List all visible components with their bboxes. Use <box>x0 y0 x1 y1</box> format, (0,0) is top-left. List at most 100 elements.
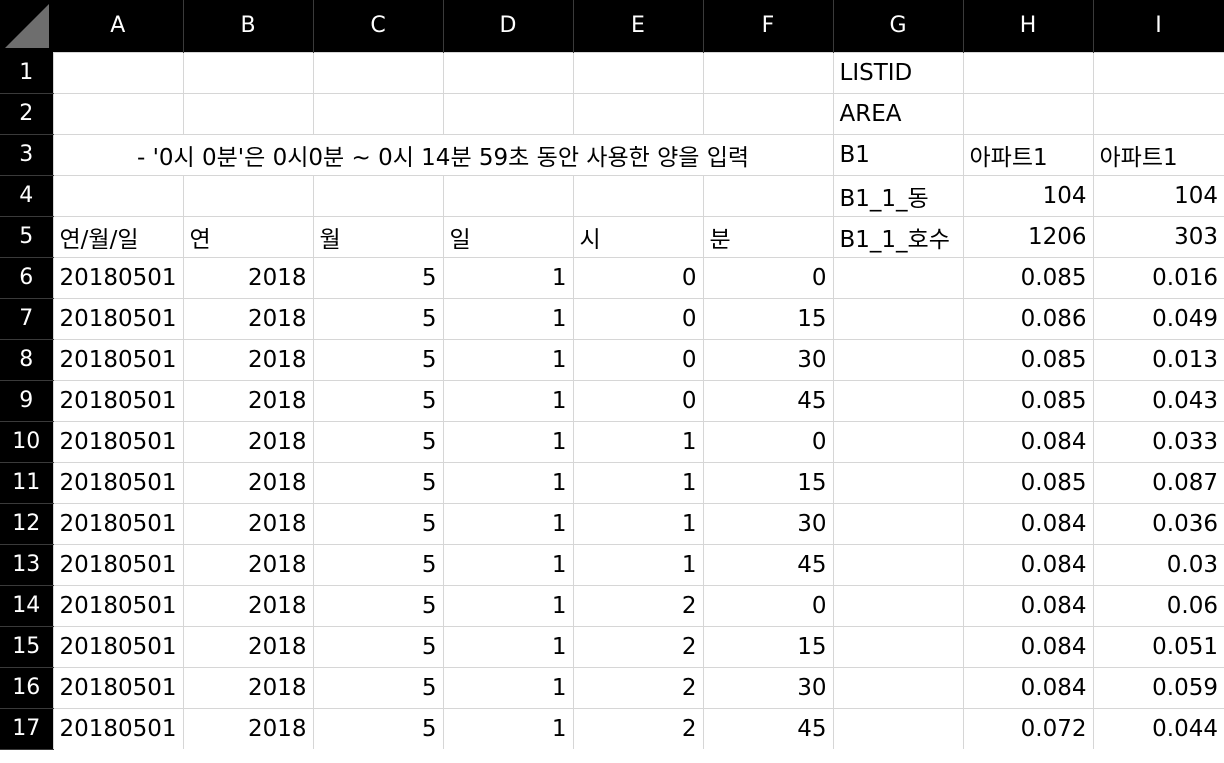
cell-h3[interactable]: 아파트1 <box>962 133 1094 176</box>
cell-e5[interactable]: 시 <box>572 215 704 258</box>
cell-d5[interactable]: 일 <box>442 215 574 258</box>
row-header-12[interactable]: 12 <box>0 503 53 545</box>
cell-e4[interactable] <box>572 174 704 217</box>
cell-a8[interactable]: 20180501 <box>52 338 184 381</box>
cell-d8[interactable]: 1 <box>442 338 574 381</box>
cell-i9[interactable]: 0.043 <box>1092 379 1224 422</box>
cell-i5[interactable]: 303 <box>1092 215 1224 258</box>
cell-e1[interactable] <box>572 51 704 94</box>
cell-d17[interactable]: 1 <box>442 707 574 749</box>
cell-a2[interactable] <box>52 92 184 135</box>
cell-e16[interactable]: 2 <box>572 666 704 709</box>
cell-i12[interactable]: 0.036 <box>1092 502 1224 545</box>
cell-f13[interactable]: 45 <box>702 543 834 586</box>
cell-a7[interactable]: 20180501 <box>52 297 184 340</box>
cell-c4[interactable] <box>312 174 444 217</box>
cell-h16[interactable]: 0.084 <box>962 666 1094 709</box>
cell-c13[interactable]: 5 <box>312 543 444 586</box>
cell-d2[interactable] <box>442 92 574 135</box>
cell-a6[interactable]: 20180501 <box>52 256 184 299</box>
cell-h2[interactable] <box>962 92 1094 135</box>
cell-f5[interactable]: 분 <box>702 215 834 258</box>
cell-h7[interactable]: 0.086 <box>962 297 1094 340</box>
cell-f17[interactable]: 45 <box>702 707 834 749</box>
cell-d11[interactable]: 1 <box>442 461 574 504</box>
cell-c8[interactable]: 5 <box>312 338 444 381</box>
cell-h15[interactable]: 0.084 <box>962 625 1094 668</box>
row-header-10[interactable]: 10 <box>0 421 53 463</box>
row-header-9[interactable]: 9 <box>0 380 53 422</box>
cell-b16[interactable]: 2018 <box>182 666 314 709</box>
cell-b17[interactable]: 2018 <box>182 707 314 749</box>
cell-i3[interactable]: 아파트1 <box>1092 133 1224 176</box>
row-header-8[interactable]: 8 <box>0 339 53 381</box>
cell-f12[interactable]: 30 <box>702 502 834 545</box>
cell-f11[interactable]: 15 <box>702 461 834 504</box>
cell-a10[interactable]: 20180501 <box>52 420 184 463</box>
cell-d7[interactable]: 1 <box>442 297 574 340</box>
cell-h11[interactable]: 0.085 <box>962 461 1094 504</box>
row-header-13[interactable]: 13 <box>0 544 53 586</box>
cell-c17[interactable]: 5 <box>312 707 444 749</box>
cell-e9[interactable]: 0 <box>572 379 704 422</box>
cell-h4[interactable]: 104 <box>962 174 1094 217</box>
cell-e12[interactable]: 1 <box>572 502 704 545</box>
cell-d1[interactable] <box>442 51 574 94</box>
merged-cell-a3-f3[interactable]: - '0시 0분'은 0시0분 ~ 0시 14분 59초 동안 사용한 양을 입… <box>52 133 834 176</box>
row-header-5[interactable]: 5 <box>0 216 53 258</box>
cell-g2[interactable]: AREA <box>832 92 964 135</box>
cell-i15[interactable]: 0.051 <box>1092 625 1224 668</box>
column-header-d[interactable]: D <box>443 0 574 52</box>
cell-b9[interactable]: 2018 <box>182 379 314 422</box>
row-header-2[interactable]: 2 <box>0 93 53 135</box>
cell-g1[interactable]: LISTID <box>832 51 964 94</box>
cell-h14[interactable]: 0.084 <box>962 584 1094 627</box>
cell-f9[interactable]: 45 <box>702 379 834 422</box>
cell-i10[interactable]: 0.033 <box>1092 420 1224 463</box>
cell-b8[interactable]: 2018 <box>182 338 314 381</box>
row-header-15[interactable]: 15 <box>0 626 53 668</box>
column-header-a[interactable]: A <box>53 0 184 52</box>
cell-h17[interactable]: 0.072 <box>962 707 1094 749</box>
row-header-14[interactable]: 14 <box>0 585 53 627</box>
cell-c1[interactable] <box>312 51 444 94</box>
cell-g7[interactable] <box>832 297 964 340</box>
cell-a9[interactable]: 20180501 <box>52 379 184 422</box>
cell-g3[interactable]: B1 <box>832 133 964 176</box>
cell-f6[interactable]: 0 <box>702 256 834 299</box>
cell-i11[interactable]: 0.087 <box>1092 461 1224 504</box>
cell-i7[interactable]: 0.049 <box>1092 297 1224 340</box>
cell-h8[interactable]: 0.085 <box>962 338 1094 381</box>
cell-e10[interactable]: 1 <box>572 420 704 463</box>
cell-h9[interactable]: 0.085 <box>962 379 1094 422</box>
cell-c12[interactable]: 5 <box>312 502 444 545</box>
column-header-b[interactable]: B <box>183 0 314 52</box>
cell-a14[interactable]: 20180501 <box>52 584 184 627</box>
cell-a15[interactable]: 20180501 <box>52 625 184 668</box>
cell-i2[interactable] <box>1092 92 1224 135</box>
cell-a5[interactable]: 연/월/일 <box>52 215 184 258</box>
cell-b11[interactable]: 2018 <box>182 461 314 504</box>
row-header-6[interactable]: 6 <box>0 257 53 299</box>
select-all-corner[interactable] <box>0 0 53 52</box>
column-header-h[interactable]: H <box>963 0 1094 52</box>
column-header-c[interactable]: C <box>313 0 444 52</box>
cell-d14[interactable]: 1 <box>442 584 574 627</box>
cell-b12[interactable]: 2018 <box>182 502 314 545</box>
cell-c5[interactable]: 월 <box>312 215 444 258</box>
cell-g11[interactable] <box>832 461 964 504</box>
cell-g17[interactable] <box>832 707 964 749</box>
cell-c7[interactable]: 5 <box>312 297 444 340</box>
cell-i16[interactable]: 0.059 <box>1092 666 1224 709</box>
row-header-7[interactable]: 7 <box>0 298 53 340</box>
cell-f4[interactable] <box>702 174 834 217</box>
cell-b5[interactable]: 연 <box>182 215 314 258</box>
cell-b10[interactable]: 2018 <box>182 420 314 463</box>
cell-b4[interactable] <box>182 174 314 217</box>
cell-d9[interactable]: 1 <box>442 379 574 422</box>
cell-e15[interactable]: 2 <box>572 625 704 668</box>
row-header-16[interactable]: 16 <box>0 667 53 709</box>
cell-g9[interactable] <box>832 379 964 422</box>
row-header-17[interactable]: 17 <box>0 708 53 750</box>
row-header-11[interactable]: 11 <box>0 462 53 504</box>
